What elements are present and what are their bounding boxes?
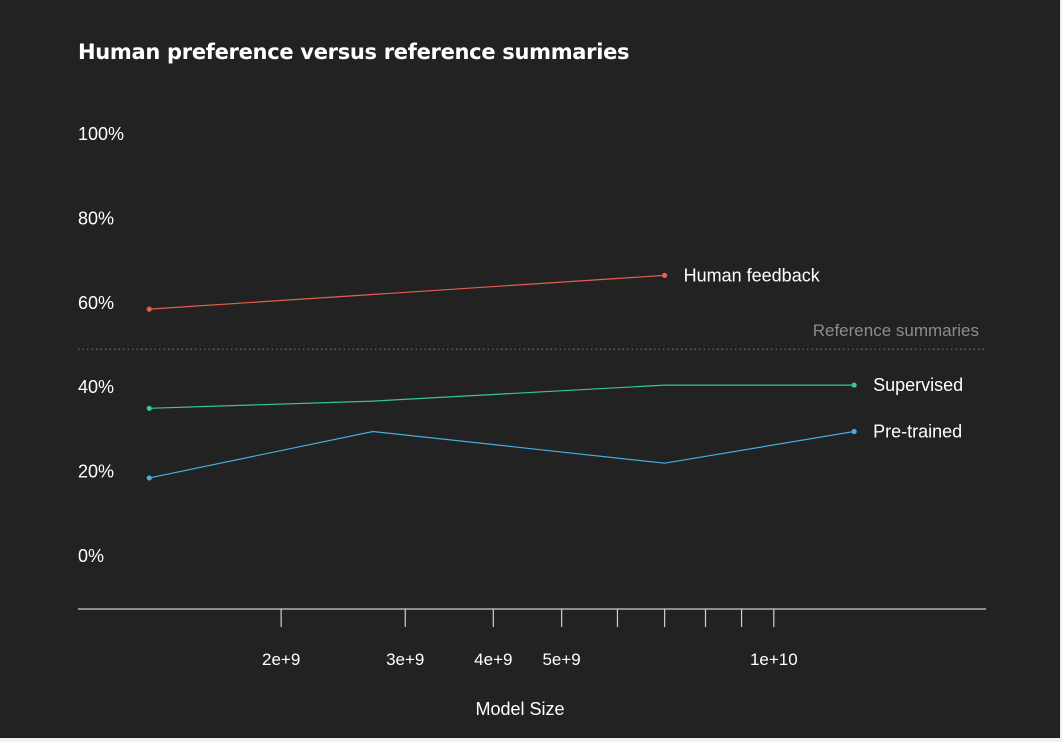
- y-tick-label: 80%: [78, 208, 114, 228]
- series-point-end: [662, 272, 668, 278]
- x-tick-label: 3e+9: [386, 650, 424, 669]
- series-line-0: [149, 274, 665, 310]
- series-point-start: [146, 475, 152, 481]
- x-tick-label: 4e+9: [474, 650, 512, 669]
- x-tick-label: 1e+10: [750, 650, 798, 669]
- series-point-end: [851, 428, 857, 435]
- series-group: Human feedback Supervised Pre-trained: [146, 265, 963, 481]
- reference-line-label: Reference summaries: [813, 321, 979, 340]
- y-tick-label: 0%: [78, 546, 104, 566]
- series-point-start: [146, 405, 152, 411]
- series-line-1: [149, 384, 855, 409]
- series-label: Pre-trained: [873, 422, 962, 442]
- x-tick-label: 5e+9: [542, 650, 580, 669]
- x-tick-label: 2e+9: [262, 650, 300, 669]
- series-line-2: [149, 430, 855, 479]
- y-tick-label: 20%: [78, 462, 114, 482]
- y-tick-label: 40%: [78, 377, 114, 397]
- x-axis-group: 2e+9 3e+9 4e+9 5e+9 1e+10: [78, 608, 986, 669]
- series-label: Supervised: [873, 375, 963, 395]
- reference-line-group: Reference summaries: [78, 321, 986, 350]
- series-point-start: [146, 306, 152, 312]
- y-tick-labels: 0% 20% 40% 60% 80% 100%: [78, 124, 124, 566]
- series-point-end: [851, 382, 857, 388]
- y-tick-label: 60%: [78, 293, 114, 313]
- x-axis-title: Model Size: [475, 699, 564, 719]
- y-tick-label: 100%: [78, 124, 124, 144]
- chart-title: Human preference versus reference summar…: [78, 40, 630, 64]
- series-label: Human feedback: [684, 265, 821, 285]
